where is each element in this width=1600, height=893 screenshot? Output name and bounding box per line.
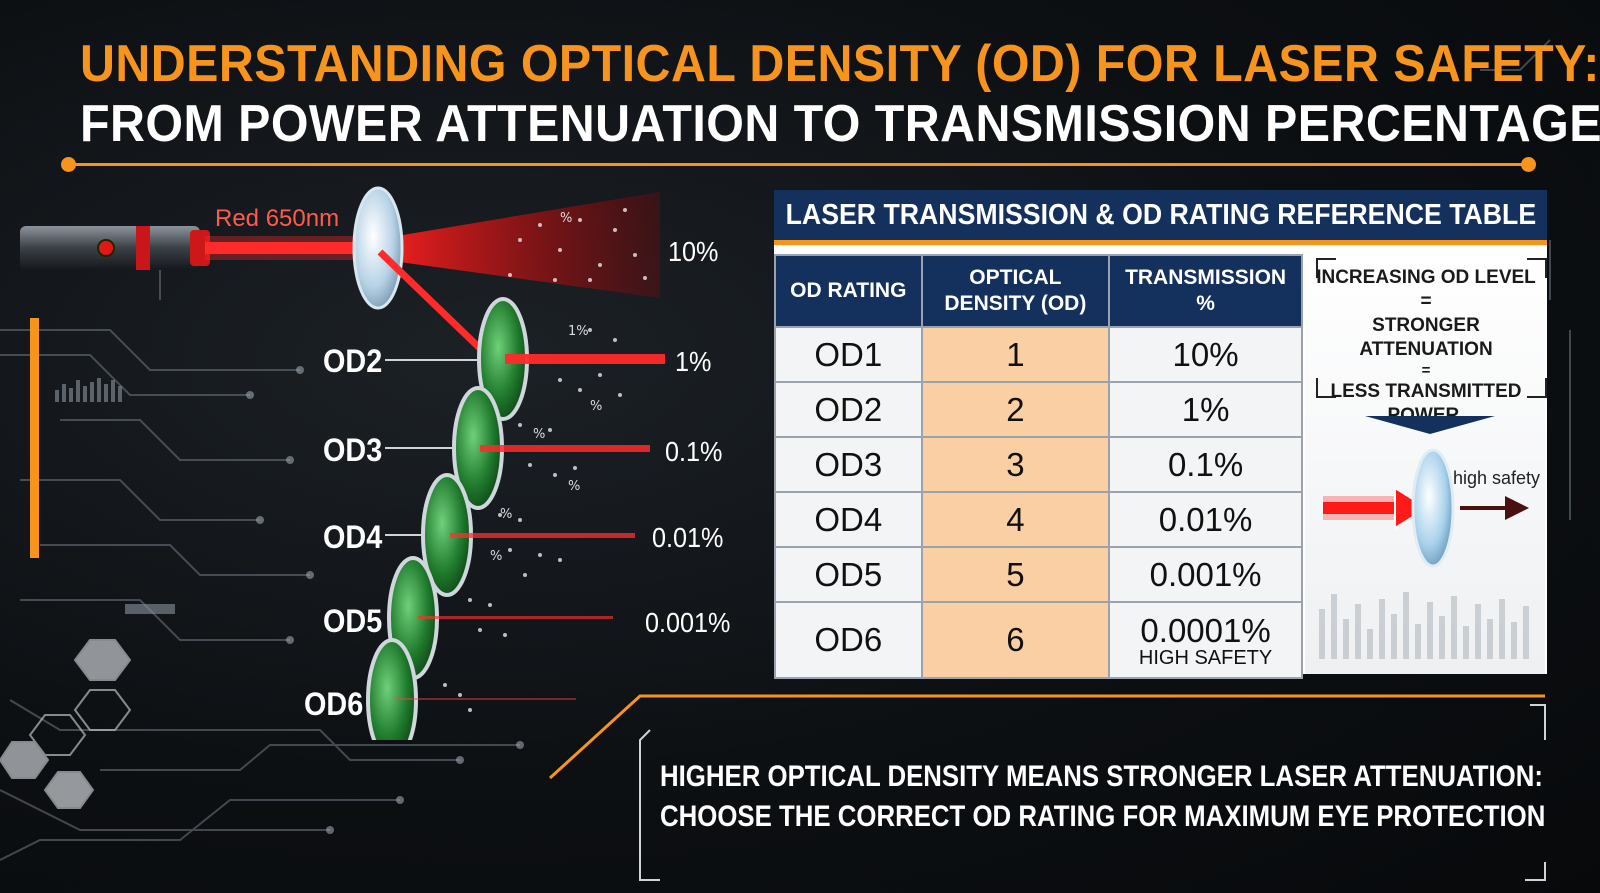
filter-label-od2: OD2	[323, 343, 383, 379]
cell-density: 1	[920, 326, 1111, 383]
high-safety-note: HIGH SAFETY	[1138, 647, 1273, 669]
side-note-line: =	[1421, 362, 1431, 379]
cell-rating: OD6	[774, 601, 923, 679]
cell-transmission-with-note: 0.0001% HIGH SAFETY	[1108, 601, 1303, 679]
page-title-line1: UNDERSTANDING OPTICAL DENSITY (OD) FOR L…	[80, 35, 1600, 93]
table-row: OD3 3 0.1%	[774, 436, 1303, 493]
svg-text:1%: 1%	[568, 324, 589, 339]
divider-end-dot-right	[1521, 157, 1536, 172]
cell-rating: OD2	[774, 381, 923, 438]
side-filter-illustration: high safety	[1319, 416, 1540, 659]
bracket-corner	[1316, 258, 1336, 278]
laser-wavelength-label: Red 650nm	[215, 205, 340, 232]
cell-transmission: 10%	[1108, 326, 1303, 383]
scatter-percent-marks: % 1% % % % % %	[490, 211, 602, 564]
beam-od2	[505, 354, 665, 364]
cell-rating: OD4	[774, 491, 923, 548]
cell-transmission: 0.0001%	[1140, 612, 1271, 649]
cell-rating: OD5	[774, 546, 923, 603]
table-row: OD5 5 0.001%	[774, 546, 1303, 603]
header-transmission: TRANSMISSION %	[1108, 254, 1303, 328]
attenuation-explanation: INCREASING OD LEVEL = STRONGER ATTENUATI…	[1310, 266, 1542, 428]
transmission-label-od1: 10%	[668, 236, 719, 267]
filter-label-od6: OD6	[304, 686, 364, 722]
high-safety-arrow-label: high safety	[1453, 468, 1540, 488]
down-arrow-icon	[1365, 416, 1495, 434]
svg-text:%: %	[560, 211, 572, 226]
page-title-line2: FROM POWER ATTENUATION TO TRANSMISSION P…	[80, 95, 1600, 153]
svg-text:%: %	[590, 399, 602, 414]
footer-line-2: CHOOSE THE CORRECT OD RATING FOR MAXIMUM…	[660, 800, 1546, 833]
bracket-corner	[1527, 378, 1547, 398]
cell-transmission: 0.01%	[1108, 491, 1303, 548]
table-row: OD1 1 10%	[774, 326, 1303, 383]
side-note-line: STRONGER ATTENUATION	[1359, 315, 1493, 360]
transmission-label-od3: 0.1%	[665, 436, 723, 467]
red-arrow-icon	[1394, 486, 1429, 530]
beam-od3	[480, 445, 650, 452]
table-row: OD4 4 0.01%	[774, 491, 1303, 548]
side-note-line: LESS TRANSMITTED	[1330, 381, 1522, 402]
filter-label-od3: OD3	[323, 432, 383, 468]
cell-rating: OD1	[774, 326, 923, 383]
laser-beam-main	[205, 242, 365, 254]
dark-arrow-icon	[1505, 496, 1529, 520]
cell-density: 2	[920, 381, 1111, 438]
transmission-label-od4: 0.01%	[652, 522, 724, 553]
cell-density: 5	[920, 546, 1111, 603]
cell-density: 6	[920, 601, 1111, 679]
transmission-label-od5: 0.001%	[645, 607, 731, 638]
reference-table-title-bar: LASER TRANSMISSION & OD RATING REFERENCE…	[774, 190, 1547, 245]
beam-od4	[450, 533, 635, 538]
od6-filter-lens-icon	[366, 638, 418, 740]
table-header-row: OD RATING OPTICAL DENSITY (OD) TRANSMISS…	[774, 254, 1303, 328]
filter-label-od4: OD4	[323, 519, 383, 555]
reference-table-title: LASER TRANSMISSION & OD RATING REFERENCE…	[785, 198, 1536, 231]
table-row: OD6 6 0.0001% HIGH SAFETY	[774, 601, 1303, 679]
beam-od5	[418, 616, 613, 619]
decorative-bars	[1319, 592, 1529, 659]
cell-transmission: 0.1%	[1108, 436, 1303, 493]
side-note-line: INCREASING OD LEVEL =	[1316, 267, 1536, 312]
table-row: OD2 2 1%	[774, 381, 1303, 438]
filter-lens-icon	[1411, 448, 1455, 568]
svg-text:%: %	[500, 507, 512, 522]
transmission-cone	[385, 192, 660, 298]
filter-label-od5: OD5	[323, 603, 383, 639]
divider-end-dot-left	[61, 157, 76, 172]
laser-attenuation-diagram: % 1% % % % % %	[20, 186, 665, 740]
svg-text:%: %	[490, 549, 502, 564]
cell-density: 3	[920, 436, 1111, 493]
footer-message: HIGHER OPTICAL DENSITY MEANS STRONGER LA…	[660, 757, 1545, 837]
cell-transmission: 0.001%	[1108, 546, 1303, 603]
beam-od6	[396, 698, 576, 700]
svg-text:%: %	[533, 427, 545, 442]
svg-text:%: %	[568, 479, 580, 494]
header-optical-density: OPTICAL DENSITY (OD)	[920, 254, 1111, 328]
header-od-rating: OD RATING	[774, 254, 923, 328]
transmission-label-od2: 1%	[675, 346, 712, 377]
cell-density: 4	[920, 491, 1111, 548]
bracket-corner	[1316, 378, 1336, 398]
cell-rating: OD3	[774, 436, 923, 493]
od-reference-table: OD RATING OPTICAL DENSITY (OD) TRANSMISS…	[774, 254, 1303, 679]
bracket-corner	[1527, 258, 1547, 278]
cell-transmission: 1%	[1108, 381, 1303, 438]
title-divider	[68, 163, 1528, 166]
footer-line-1: HIGHER OPTICAL DENSITY MEANS STRONGER LA…	[660, 760, 1543, 793]
clear-lens-icon	[352, 186, 404, 310]
filter-lenses	[366, 297, 529, 740]
